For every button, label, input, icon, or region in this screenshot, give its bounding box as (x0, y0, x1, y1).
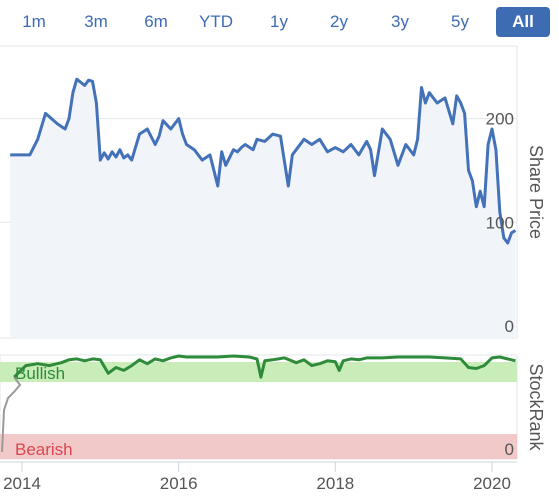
bullish-label: Bullish (15, 364, 65, 383)
range-selector: 1m 3m 6m YTD 1y 2y 3y 5y All (0, 0, 559, 44)
range-button-1m[interactable]: 1m (22, 12, 46, 31)
bearish-label: Bearish (15, 440, 73, 459)
x-tick-label: 2014 (3, 474, 41, 493)
range-button-2y[interactable]: 2y (330, 12, 348, 31)
x-axis: 2014 2016 2018 2020 (0, 461, 517, 493)
price-y-tick-label: 200 (486, 110, 514, 129)
price-y-tick-label: 0 (505, 317, 514, 336)
price-area-fill (10, 79, 516, 338)
stockrank-axis-label: StockRank (526, 363, 546, 451)
range-button-6m[interactable]: 6m (144, 12, 168, 31)
price-axis-label: Share Price (526, 145, 546, 239)
price-line (10, 77, 517, 245)
x-tick-label: 2020 (473, 474, 511, 493)
range-button-ytd[interactable]: YTD (199, 12, 233, 31)
stockrank-y-tick-label: 0 (505, 440, 514, 459)
range-button-all[interactable]: All (496, 7, 550, 37)
range-button-3m[interactable]: 3m (84, 12, 108, 31)
stockrank-line (13, 354, 516, 379)
price-chart: 0 100 200 Share Price (0, 45, 546, 339)
stockrank-y-ticks: 0 (505, 440, 514, 459)
stockrank-chart: Bullish Bearish 0 StockRank (0, 354, 546, 460)
x-tick-label: 2018 (316, 474, 354, 493)
price-y-ticks: 0 100 200 (486, 110, 514, 336)
range-button-3y[interactable]: 3y (391, 12, 409, 31)
range-button-5y[interactable]: 5y (451, 12, 469, 31)
bearish-band (0, 434, 517, 459)
price-y-tick-label: 100 (486, 213, 514, 232)
stockrank-early-line (1, 376, 22, 453)
x-tick-label: 2016 (160, 474, 198, 493)
range-button-1y[interactable]: 1y (270, 12, 288, 31)
